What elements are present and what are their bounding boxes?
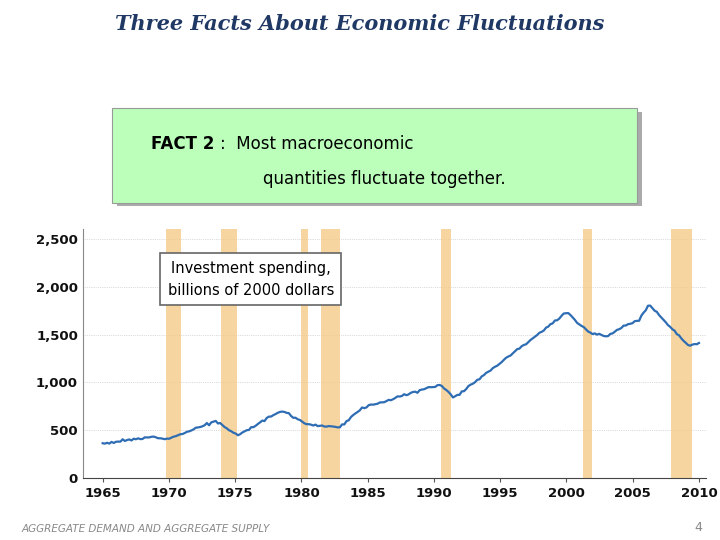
- Bar: [321, 230, 340, 478]
- Bar: [672, 230, 693, 478]
- Bar: [583, 230, 592, 478]
- Bar: [302, 230, 308, 478]
- Bar: [441, 230, 451, 478]
- Text: FACT 2: FACT 2: [151, 135, 215, 153]
- Text: quantities fluctuate together.: quantities fluctuate together.: [263, 170, 505, 188]
- Bar: [166, 230, 181, 478]
- Text: Three Facts About Economic Fluctuations: Three Facts About Economic Fluctuations: [115, 14, 605, 33]
- Bar: [221, 230, 238, 478]
- Text: AGGREGATE DEMAND AND AGGREGATE SUPPLY: AGGREGATE DEMAND AND AGGREGATE SUPPLY: [22, 523, 270, 534]
- Text: :  Most macroeconomic: : Most macroeconomic: [220, 135, 413, 153]
- Text: Investment spending,
billions of 2000 dollars: Investment spending, billions of 2000 do…: [168, 261, 334, 298]
- Text: 4: 4: [694, 521, 702, 534]
